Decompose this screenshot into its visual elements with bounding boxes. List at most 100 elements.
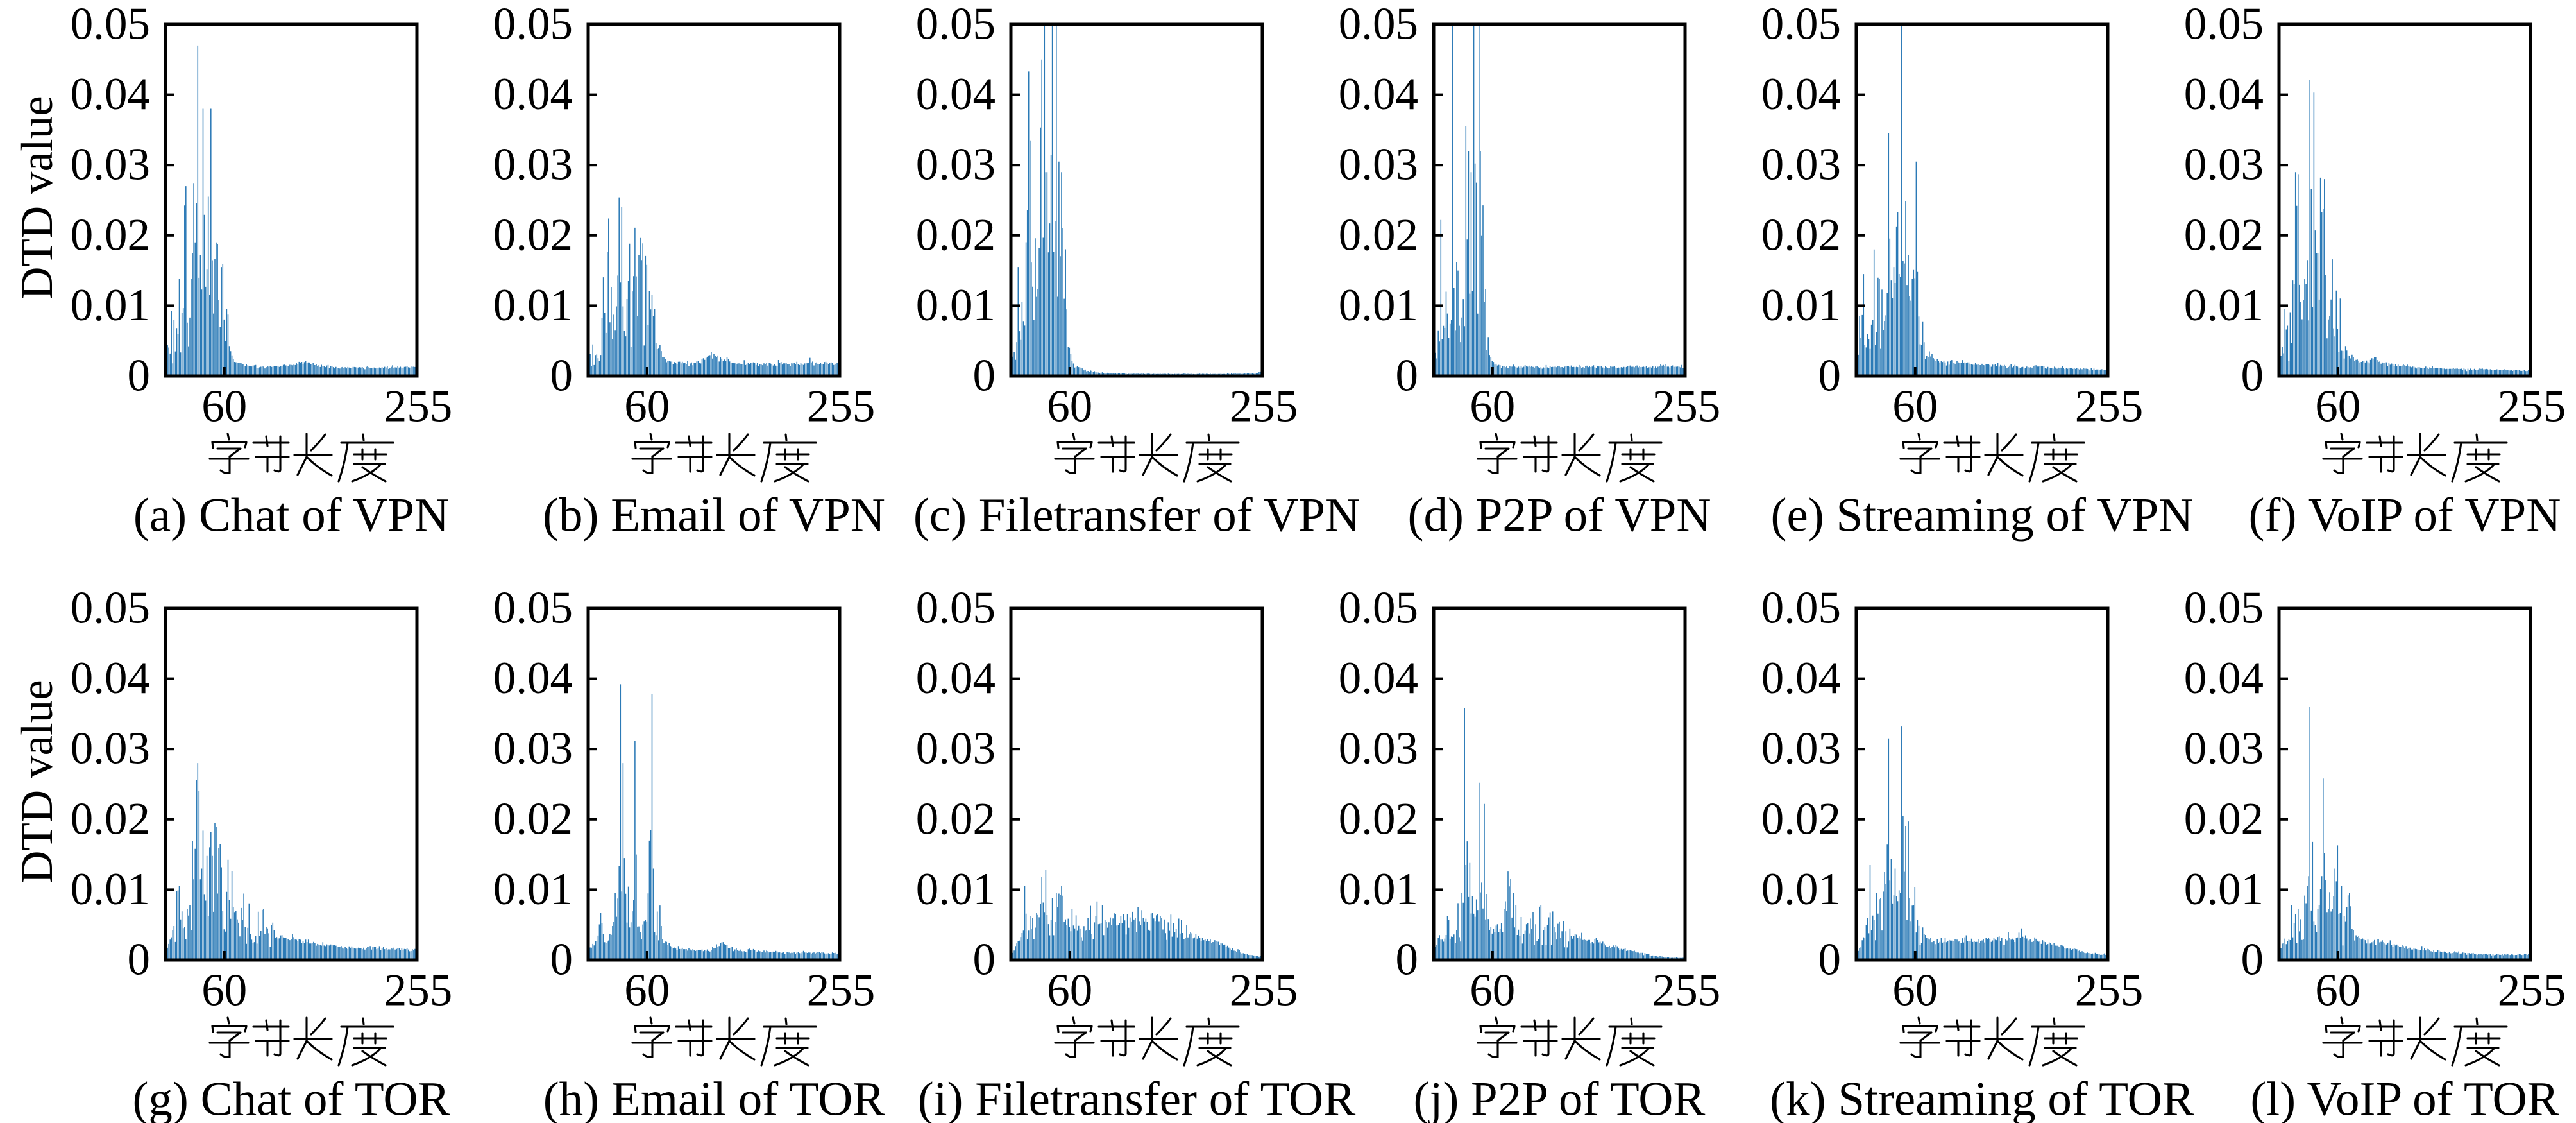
svg-text:0: 0 <box>1818 935 1842 985</box>
svg-text:0.01: 0.01 <box>1339 864 1418 914</box>
svg-text:0.04: 0.04 <box>493 69 573 119</box>
svg-text:DTD value: DTD value <box>12 680 62 883</box>
svg-text:60: 60 <box>2315 382 2360 432</box>
svg-text:0.04: 0.04 <box>1339 653 1418 703</box>
svg-text:0.01: 0.01 <box>493 280 573 330</box>
svg-text:255: 255 <box>1230 966 1298 1016</box>
svg-text:60: 60 <box>1047 382 1092 432</box>
svg-text:0.04: 0.04 <box>71 653 150 703</box>
svg-text:0.04: 0.04 <box>2184 69 2264 119</box>
svg-text:60: 60 <box>1892 382 1938 432</box>
svg-text:0.02: 0.02 <box>1339 210 1418 260</box>
svg-text:0.04: 0.04 <box>1339 69 1418 119</box>
svg-text:0.02: 0.02 <box>1761 794 1841 844</box>
svg-text:0.03: 0.03 <box>1339 724 1418 774</box>
svg-text:0.03: 0.03 <box>2184 724 2264 774</box>
svg-text:0.01: 0.01 <box>916 864 996 914</box>
svg-text:0: 0 <box>550 935 573 985</box>
svg-text:60: 60 <box>201 382 247 432</box>
svg-text:0.02: 0.02 <box>493 794 573 844</box>
svg-text:255: 255 <box>2498 966 2566 1016</box>
svg-text:255: 255 <box>384 966 453 1016</box>
svg-text:0.02: 0.02 <box>71 210 150 260</box>
svg-text:0.03: 0.03 <box>2184 140 2264 190</box>
svg-text:0: 0 <box>973 935 996 985</box>
svg-text:(d) P2P of VPN: (d) P2P of VPN <box>1408 489 1711 542</box>
svg-text:0.05: 0.05 <box>493 583 573 633</box>
svg-text:0.01: 0.01 <box>2184 280 2264 330</box>
svg-text:255: 255 <box>2075 382 2144 432</box>
svg-text:0: 0 <box>550 351 573 401</box>
svg-text:0.05: 0.05 <box>71 583 150 633</box>
svg-text:(c) Filetransfer of VPN: (c) Filetransfer of VPN <box>913 489 1360 542</box>
svg-text:0: 0 <box>2241 935 2264 985</box>
svg-text:60: 60 <box>1892 966 1938 1016</box>
svg-text:0.01: 0.01 <box>2184 864 2264 914</box>
svg-text:0.03: 0.03 <box>916 724 996 774</box>
svg-text:60: 60 <box>1470 382 1515 432</box>
svg-text:(h) Email of TOR: (h) Email of TOR <box>543 1073 885 1123</box>
svg-text:0.03: 0.03 <box>1761 140 1841 190</box>
svg-text:0.02: 0.02 <box>916 794 996 844</box>
svg-text:0.01: 0.01 <box>916 280 996 330</box>
svg-text:255: 255 <box>2498 382 2566 432</box>
svg-text:0: 0 <box>1818 351 1842 401</box>
svg-text:255: 255 <box>807 382 876 432</box>
svg-text:(b) Email of VPN: (b) Email of VPN <box>543 489 885 542</box>
svg-text:0.04: 0.04 <box>1761 653 1841 703</box>
svg-text:0.05: 0.05 <box>2184 0 2264 49</box>
svg-text:60: 60 <box>624 966 670 1016</box>
svg-text:0.05: 0.05 <box>2184 583 2264 633</box>
svg-text:0.03: 0.03 <box>493 724 573 774</box>
svg-text:0.01: 0.01 <box>1761 864 1841 914</box>
svg-text:(j) P2P of TOR: (j) P2P of TOR <box>1414 1073 1706 1123</box>
svg-text:DTD value: DTD value <box>12 96 62 299</box>
svg-text:255: 255 <box>1652 966 1721 1016</box>
svg-text:(f) VoIP of VPN: (f) VoIP of VPN <box>2249 489 2561 542</box>
svg-text:0.01: 0.01 <box>71 280 150 330</box>
svg-text:0.03: 0.03 <box>493 140 573 190</box>
svg-text:255: 255 <box>1652 382 1721 432</box>
svg-text:0.02: 0.02 <box>1339 794 1418 844</box>
svg-text:0: 0 <box>1396 351 1419 401</box>
svg-text:0.03: 0.03 <box>1761 724 1841 774</box>
svg-text:0: 0 <box>128 351 151 401</box>
svg-text:0: 0 <box>2241 351 2264 401</box>
svg-text:0.04: 0.04 <box>1761 69 1841 119</box>
svg-text:0.05: 0.05 <box>71 0 150 49</box>
svg-text:60: 60 <box>2315 966 2360 1016</box>
svg-text:0.02: 0.02 <box>2184 210 2264 260</box>
svg-text:60: 60 <box>624 382 670 432</box>
svg-text:0.02: 0.02 <box>493 210 573 260</box>
svg-text:(l) VoIP of TOR: (l) VoIP of TOR <box>2250 1073 2559 1123</box>
svg-text:0.05: 0.05 <box>1761 583 1841 633</box>
svg-text:0: 0 <box>973 351 996 401</box>
svg-text:0.01: 0.01 <box>1339 280 1418 330</box>
svg-text:0.03: 0.03 <box>71 140 150 190</box>
svg-text:0.01: 0.01 <box>493 864 573 914</box>
svg-text:0.04: 0.04 <box>71 69 150 119</box>
svg-text:0.05: 0.05 <box>916 0 996 49</box>
svg-text:0.05: 0.05 <box>1761 0 1841 49</box>
svg-text:0.05: 0.05 <box>916 583 996 633</box>
svg-text:0: 0 <box>1396 935 1419 985</box>
svg-text:255: 255 <box>1230 382 1298 432</box>
svg-text:255: 255 <box>384 382 453 432</box>
svg-text:0.04: 0.04 <box>916 69 996 119</box>
svg-text:0.02: 0.02 <box>71 794 150 844</box>
svg-text:0.02: 0.02 <box>2184 794 2264 844</box>
svg-text:(e) Streaming of VPN: (e) Streaming of VPN <box>1771 489 2194 542</box>
svg-text:0.05: 0.05 <box>1339 0 1418 49</box>
svg-text:0.01: 0.01 <box>1761 280 1841 330</box>
svg-text:(g) Chat of TOR: (g) Chat of TOR <box>132 1073 450 1123</box>
svg-text:(k) Streaming of TOR: (k) Streaming of TOR <box>1770 1073 2194 1123</box>
svg-text:0.01: 0.01 <box>71 864 150 914</box>
svg-text:60: 60 <box>1047 966 1092 1016</box>
svg-text:0.05: 0.05 <box>493 0 573 49</box>
svg-text:60: 60 <box>201 966 247 1016</box>
svg-text:(a) Chat of VPN: (a) Chat of VPN <box>133 489 449 542</box>
svg-text:0.04: 0.04 <box>916 653 996 703</box>
svg-text:255: 255 <box>807 966 876 1016</box>
svg-text:0.04: 0.04 <box>493 653 573 703</box>
svg-text:0.04: 0.04 <box>2184 653 2264 703</box>
